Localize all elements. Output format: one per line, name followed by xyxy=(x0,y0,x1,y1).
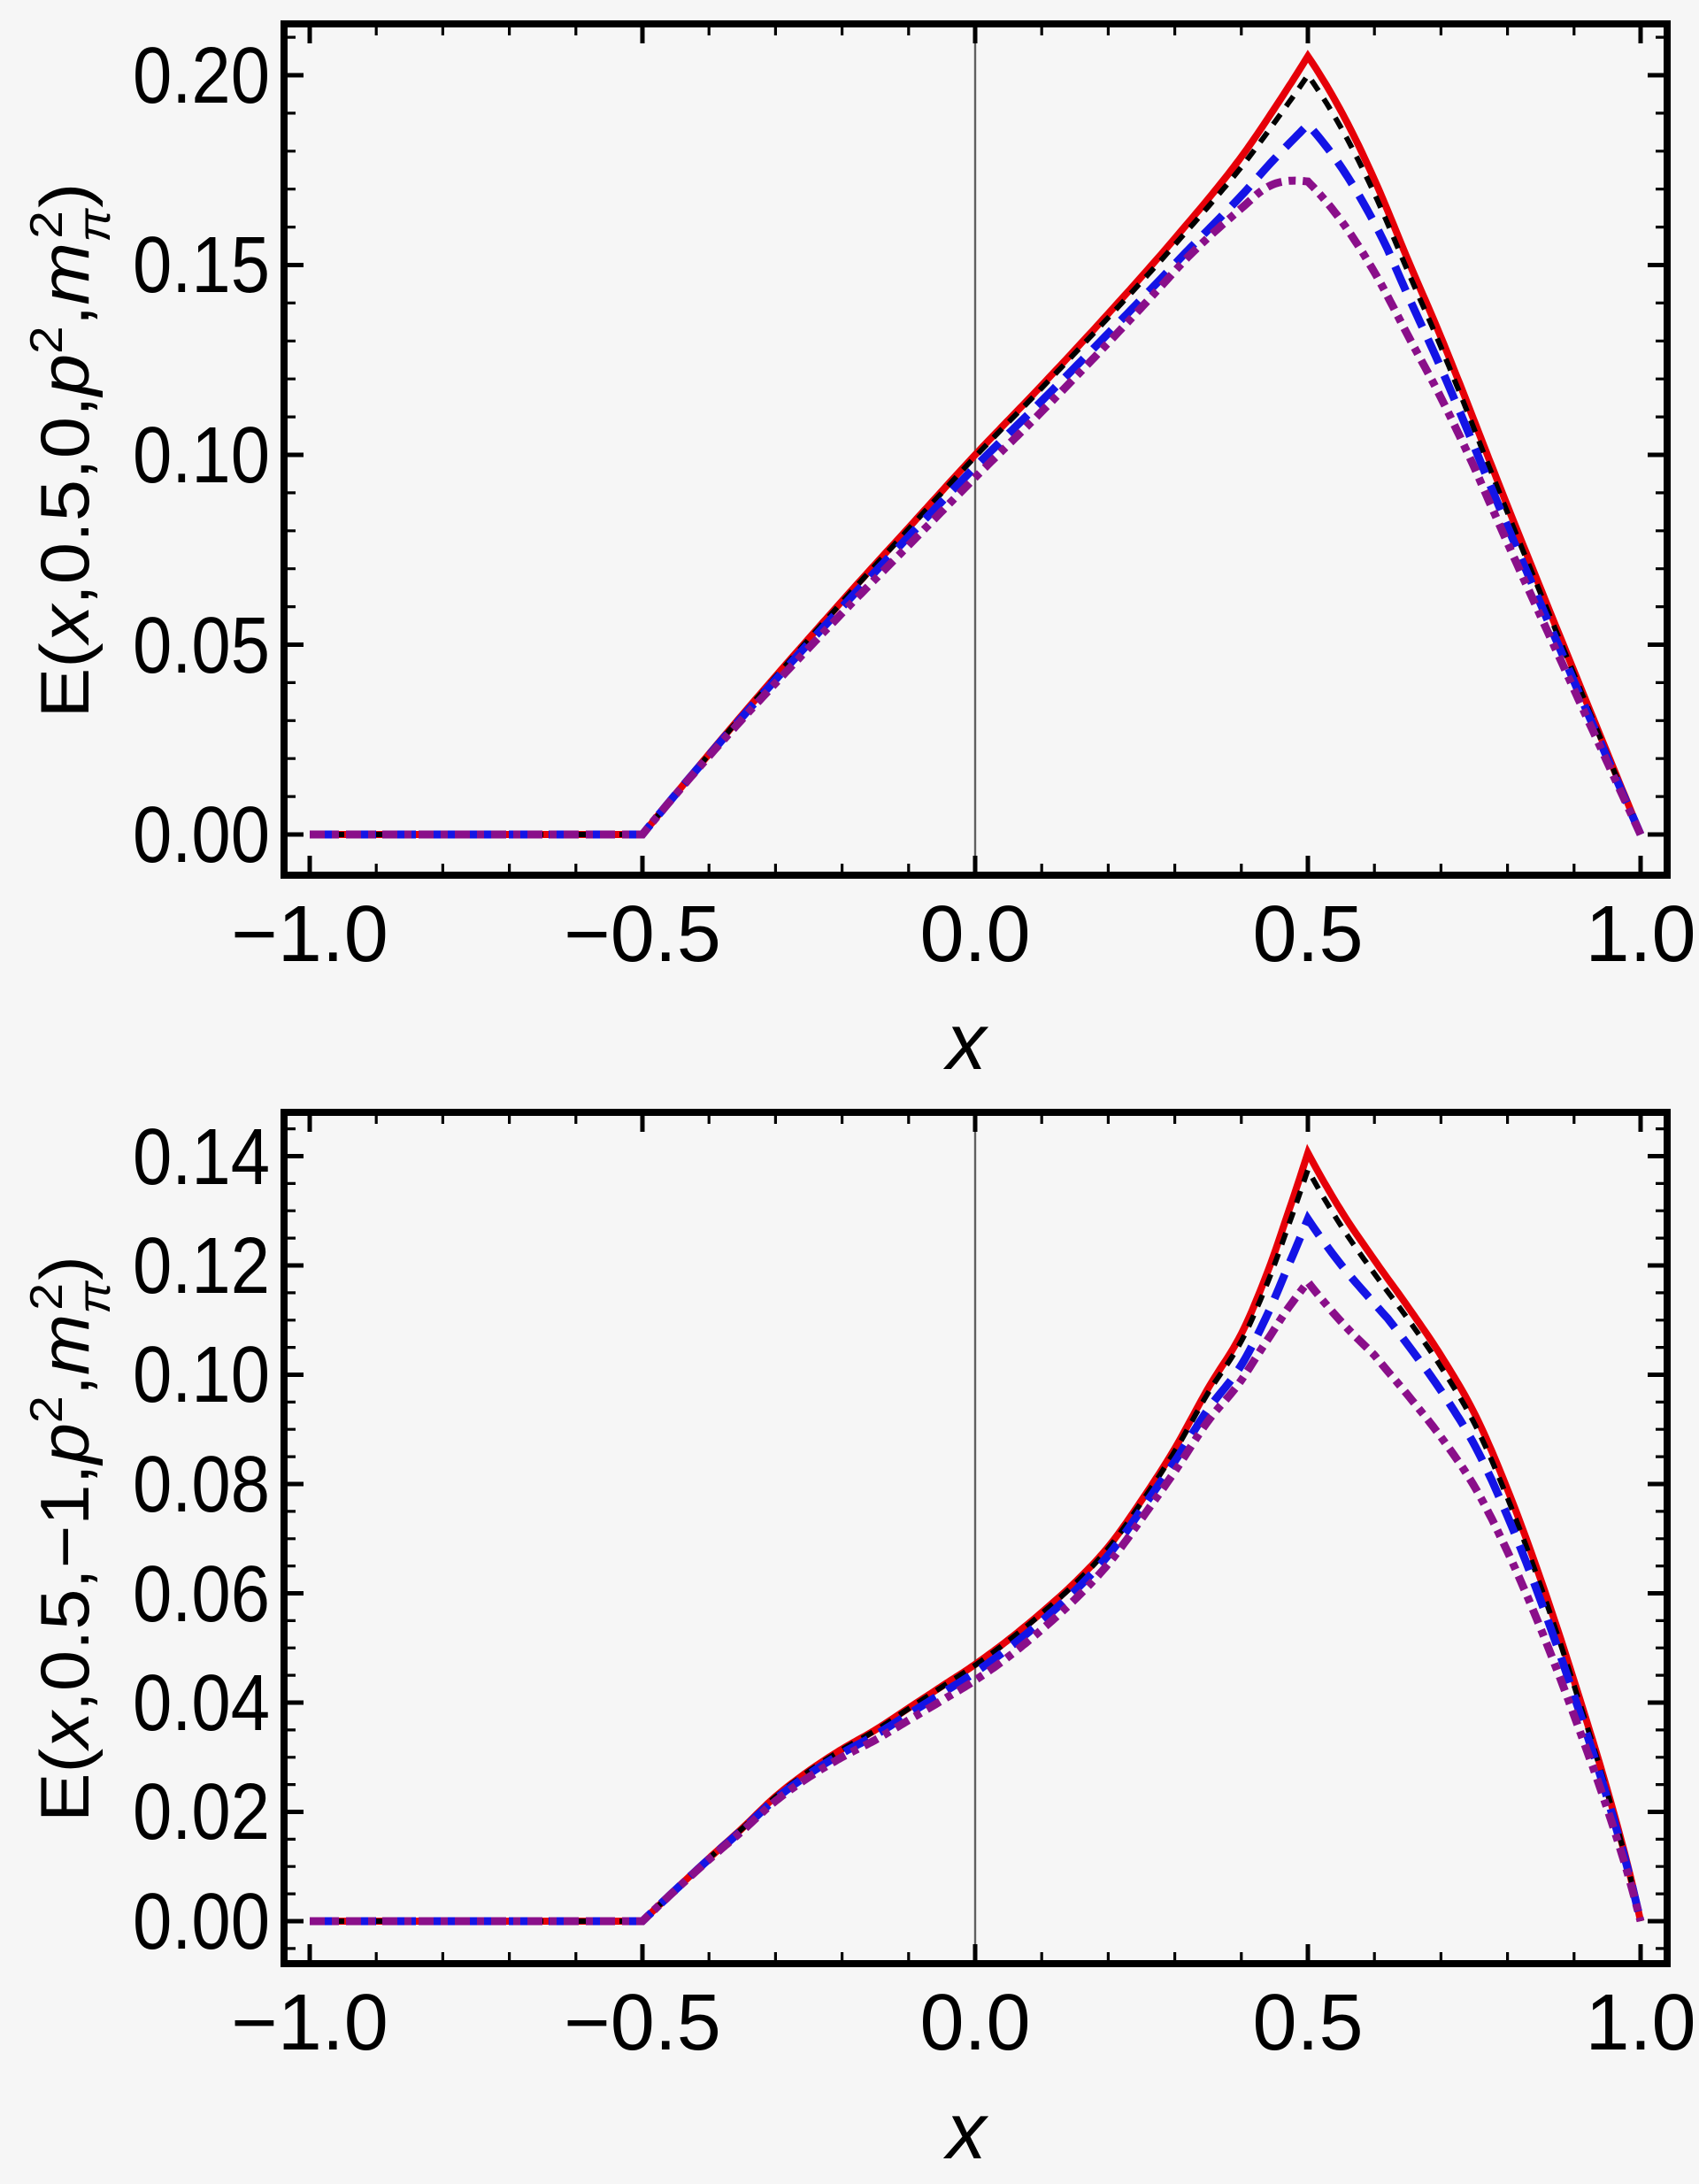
svg-text:E(x,0.5,0,p2,mπ2): E(x,0.5,0,p2,mπ2) xyxy=(21,182,120,718)
svg-text:0.12: 0.12 xyxy=(133,1222,270,1311)
svg-text:0.00: 0.00 xyxy=(133,791,270,880)
svg-text:−0.5: −0.5 xyxy=(564,890,721,979)
svg-text:x: x xyxy=(943,998,989,1087)
svg-text:0.06: 0.06 xyxy=(133,1550,270,1639)
svg-text:x: x xyxy=(943,2088,989,2176)
svg-text:0.20: 0.20 xyxy=(133,32,270,120)
svg-text:0.0: 0.0 xyxy=(919,890,1030,979)
svg-text:0.10: 0.10 xyxy=(133,1331,270,1419)
svg-text:0.15: 0.15 xyxy=(133,221,270,310)
svg-text:0.04: 0.04 xyxy=(133,1659,270,1748)
svg-text:0.02: 0.02 xyxy=(133,1768,270,1857)
svg-text:0.10: 0.10 xyxy=(133,411,270,500)
svg-text:0.14: 0.14 xyxy=(133,1113,270,1202)
svg-text:0.00: 0.00 xyxy=(133,1878,270,1966)
svg-text:0.08: 0.08 xyxy=(133,1441,270,1529)
svg-text:0.5: 0.5 xyxy=(1252,890,1363,979)
svg-text:0.0: 0.0 xyxy=(919,1979,1030,2067)
svg-text:E(x,0.5,−1,p2,mπ2): E(x,0.5,−1,p2,mπ2) xyxy=(21,1256,120,1822)
svg-text:1.0: 1.0 xyxy=(1585,1979,1695,2067)
svg-text:0.05: 0.05 xyxy=(133,602,270,690)
svg-text:0.5: 0.5 xyxy=(1252,1979,1363,2067)
svg-text:−1.0: −1.0 xyxy=(231,1979,388,2067)
svg-text:1.0: 1.0 xyxy=(1585,890,1695,979)
svg-text:−0.5: −0.5 xyxy=(564,1979,721,2067)
svg-text:−1.0: −1.0 xyxy=(231,890,388,979)
